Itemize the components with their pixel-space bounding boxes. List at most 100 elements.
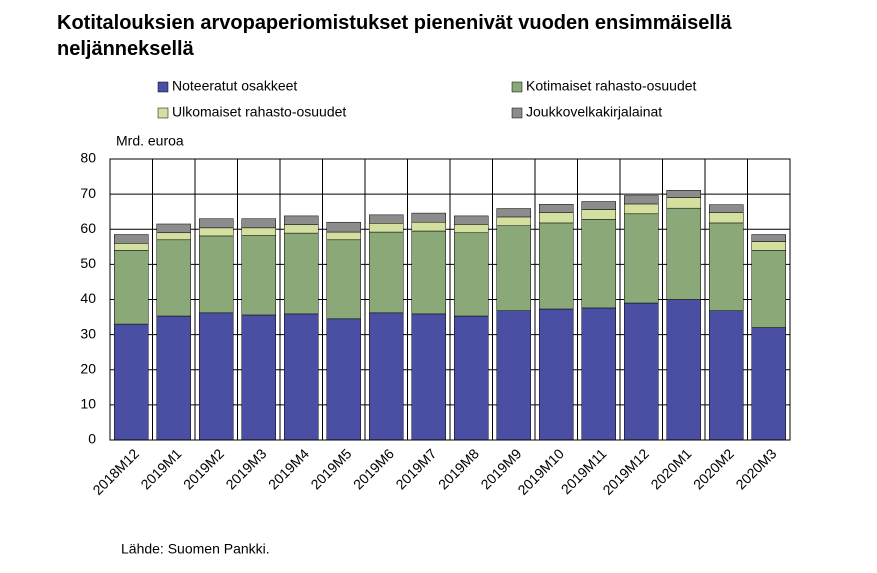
bar-segment <box>411 212 446 223</box>
y-tick-label: 80 <box>80 150 96 166</box>
bar-segment <box>581 307 616 441</box>
bar-segment <box>369 223 404 233</box>
x-tick-label: 2019M2 <box>180 445 227 492</box>
legend-label: Ulkomaiset rahasto-osuudet <box>172 104 346 120</box>
bar-segment <box>241 235 276 316</box>
bar-segment <box>199 235 234 314</box>
bar-segment <box>156 232 191 241</box>
bar-segment <box>751 250 786 328</box>
bar-segment <box>496 310 531 441</box>
y-tick-label: 60 <box>80 220 96 236</box>
bar-segment <box>581 201 616 210</box>
bar-segment <box>114 323 149 441</box>
legend-label: Kotimaiset rahasto-osuudet <box>526 78 697 94</box>
bar-segment <box>624 213 659 304</box>
bar-segment <box>454 315 489 441</box>
bar-segment <box>156 223 191 234</box>
bar-segment <box>369 214 404 224</box>
bar-segment <box>241 314 276 441</box>
chart-title: Kotitalouksien arvopaperiomistukset pien… <box>57 12 732 60</box>
bar-segment <box>709 204 744 213</box>
bar-segment <box>114 243 149 251</box>
bar-segment <box>709 212 744 224</box>
bar-segment <box>284 224 319 234</box>
bar-segment <box>411 230 446 315</box>
x-tick-label: 2019M8 <box>435 445 482 492</box>
legend-label: Noteeratut osakkeet <box>172 78 297 94</box>
legend-swatch <box>157 81 169 93</box>
bar-segment <box>751 234 786 242</box>
bar-segment <box>496 225 531 311</box>
bar-segment <box>326 221 361 233</box>
bar-segment <box>666 207 701 300</box>
bar-segment <box>156 239 191 317</box>
bar-segment <box>539 212 574 224</box>
bar-segment <box>156 315 191 441</box>
y-tick-label: 50 <box>80 255 96 271</box>
legend-swatch <box>511 81 523 93</box>
bar-segment <box>369 231 404 314</box>
bar-segment <box>666 190 701 198</box>
legend-swatch <box>511 107 523 119</box>
bar-segment <box>624 203 659 215</box>
bar-segment <box>369 312 404 441</box>
x-tick-label: 2018M12 <box>89 445 142 498</box>
bar-segment <box>114 234 149 244</box>
y-tick-label: 70 <box>80 185 96 201</box>
bar-segment <box>454 232 489 317</box>
plot-frame <box>109 158 791 441</box>
bar-segment <box>581 209 616 220</box>
bar-segment <box>199 218 234 229</box>
y-tick-label: 30 <box>80 325 96 341</box>
bar-segment <box>411 313 446 441</box>
source: Lähde: Suomen Pankki. <box>121 541 270 557</box>
bar-segment <box>199 227 234 237</box>
legend-label: Joukkovelkakirjalainat <box>526 104 662 120</box>
bar-segment <box>624 302 659 441</box>
bar-segment <box>666 197 701 209</box>
x-tick-label: 2019M7 <box>392 445 439 492</box>
x-tick-label: 2019M10 <box>514 445 567 498</box>
bar-segment <box>581 219 616 309</box>
y-tick-label: 10 <box>80 396 96 412</box>
bar-segment <box>199 312 234 441</box>
bar-segment <box>326 318 361 441</box>
y-tick-label: 20 <box>80 360 96 376</box>
bar-segment <box>496 216 531 226</box>
x-tick-label: 2019M6 <box>350 445 397 492</box>
x-tick-label: 2019M3 <box>222 445 269 492</box>
x-tick-label: 2020M1 <box>647 445 694 492</box>
x-tick-label: 2019M4 <box>265 445 312 492</box>
x-tick-label: 2019M12 <box>599 445 652 498</box>
x-tick-label: 2019M5 <box>307 445 354 492</box>
y-tick-label: 40 <box>80 290 96 306</box>
legend-swatch <box>157 107 169 119</box>
bar-segment <box>751 327 786 441</box>
bar-segment <box>666 299 701 441</box>
bar-segment <box>496 208 531 218</box>
bar-segment <box>284 313 319 441</box>
x-tick-label: 2020M2 <box>690 445 737 492</box>
bar-segment <box>284 215 319 225</box>
bar-segment <box>709 222 744 311</box>
bar-segment <box>751 241 786 251</box>
bar-segment <box>241 218 276 229</box>
bar-segment <box>326 239 361 320</box>
bar-segment <box>539 308 574 441</box>
bar-segment <box>326 231 361 241</box>
bar-segment <box>539 204 574 213</box>
bar-segment <box>539 222 574 310</box>
x-tick-label: 2020M3 <box>732 445 779 492</box>
y-tick-label: 0 <box>88 431 96 447</box>
bar-segment <box>454 215 489 225</box>
bar-segment <box>709 310 744 441</box>
bar-segment <box>284 232 319 315</box>
bar-segment <box>454 224 489 234</box>
bar-segment <box>624 195 659 205</box>
y-axis-label: Mrd. euroa <box>116 133 184 149</box>
bar-segment <box>411 221 446 232</box>
bar-segment <box>114 250 149 325</box>
bar-segment <box>241 227 276 236</box>
